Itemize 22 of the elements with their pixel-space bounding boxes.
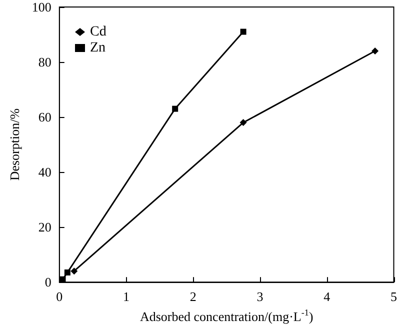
point [240, 119, 247, 126]
x-tick-label: 0 [56, 289, 63, 304]
y-axis-title: Desorption/% [7, 108, 22, 181]
y-tick-label: 100 [32, 0, 52, 14]
y-tick-label: 40 [38, 164, 52, 180]
y-tick-label: 80 [38, 54, 52, 70]
point [70, 268, 78, 275]
point [240, 28, 246, 35]
legend-label: Zn [90, 40, 106, 56]
y-tick-label: 0 [44, 274, 52, 290]
legend-label: Cd [90, 24, 106, 40]
x-tick-label: 1 [123, 289, 130, 304]
point [172, 106, 178, 112]
x-tick-label: 5 [390, 289, 397, 304]
y-tick-label: 20 [38, 220, 52, 235]
point [372, 48, 379, 55]
y-tick-label: 60 [38, 110, 52, 125]
x-tick-label: 2 [190, 289, 196, 304]
x-tick-label: 4 [324, 289, 331, 304]
point [64, 269, 70, 276]
x-tick-label: 3 [256, 289, 264, 304]
point [60, 276, 66, 282]
